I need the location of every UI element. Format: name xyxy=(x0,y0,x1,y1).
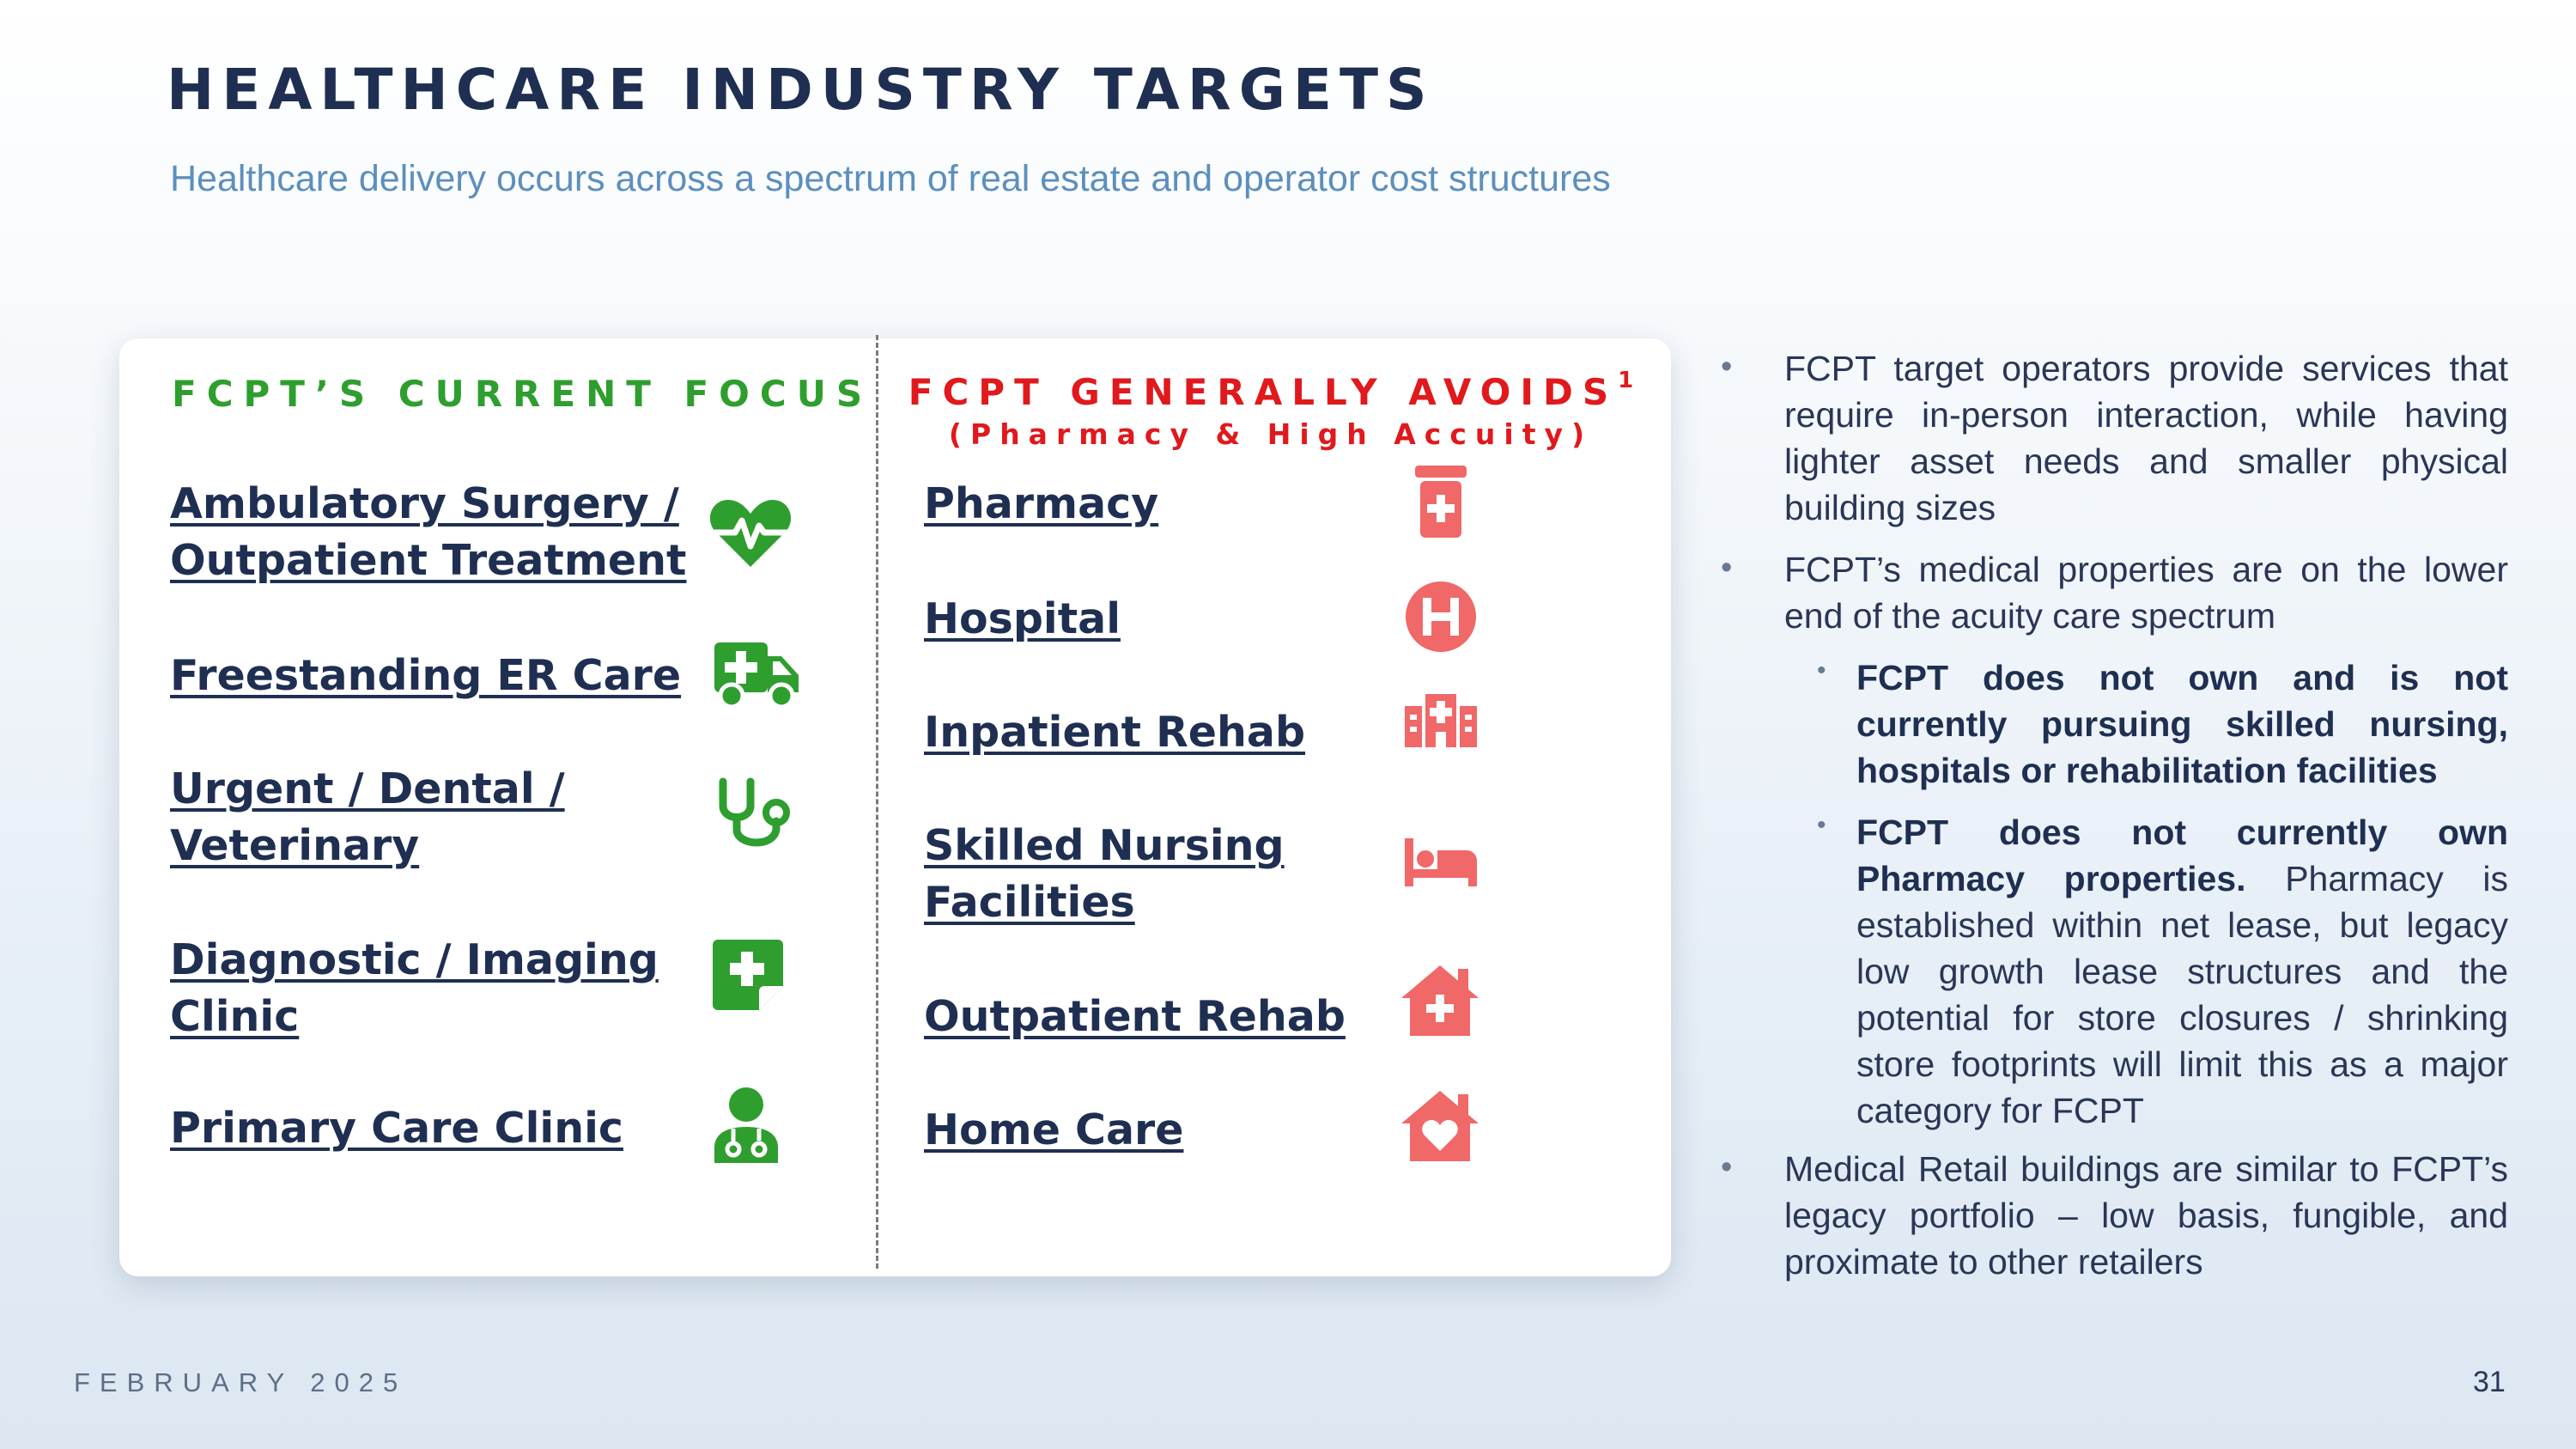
bullet-marker: • xyxy=(1721,550,1733,586)
stethoscope-icon xyxy=(716,776,793,854)
avoid-item-outpatient-rehab[interactable]: Outpatient Rehab xyxy=(924,992,1346,1041)
page-subtitle: Healthcare delivery occurs across a spec… xyxy=(170,158,1611,199)
sub-bullet-not-pursuing: FCPT does not own and is not currently p… xyxy=(1856,658,2508,790)
doctor-icon xyxy=(713,1087,780,1163)
sub-bullet-marker: • xyxy=(1817,811,1826,839)
avoid-item-inpatient-rehab[interactable]: Inpatient Rehab xyxy=(924,708,1306,757)
footer-date: FEBRUARY 2025 xyxy=(74,1367,408,1397)
avoid-item-pharmacy[interactable]: Pharmacy xyxy=(924,479,1159,528)
bed-icon xyxy=(1405,838,1477,886)
house-medical-icon xyxy=(1401,964,1479,1036)
page-title: HEALTHCARE INDUSTRY TARGETS xyxy=(167,57,1435,123)
ambulance-icon xyxy=(713,639,802,711)
prescription-bottle-icon xyxy=(1415,466,1467,538)
focus-item-ambulatory-surgery[interactable]: Ambulatory Surgery / Outpatient Treatmen… xyxy=(170,479,687,585)
bullet-medical-retail: Medical Retail buildings are similar to … xyxy=(1784,1149,2508,1282)
bullet-marker: • xyxy=(1721,1149,1733,1185)
house-heart-icon xyxy=(1401,1089,1479,1161)
page-number: 31 xyxy=(2473,1366,2506,1398)
footnote-marker: 1 xyxy=(1618,368,1634,393)
heart-pulse-icon xyxy=(709,496,792,569)
bullet-target-operators: FCPT target operators provide services t… xyxy=(1784,349,2508,527)
generally-avoids-heading: FCPT GENERALLY AVOIDS1 xyxy=(908,368,1634,413)
hospital-h-icon xyxy=(1405,581,1477,653)
sub-bullet-marker: • xyxy=(1817,656,1826,685)
bullet-medical-properties: FCPT’s medical properties are on the low… xyxy=(1784,550,2508,636)
bullet-marker: • xyxy=(1721,349,1733,385)
avoid-item-home-care[interactable]: Home Care xyxy=(924,1105,1184,1154)
medical-note-icon xyxy=(713,940,783,1010)
avoid-item-hospital[interactable]: Hospital xyxy=(924,594,1121,643)
sub-bullet-pharmacy: FCPT does not currently own Pharmacy pro… xyxy=(1856,813,2508,1130)
generally-avoids-subheading: (Pharmacy & High Accuity) xyxy=(948,417,1594,451)
focus-item-urgent-dental-vet[interactable]: Urgent / Dental / Veterinary xyxy=(170,764,565,870)
column-divider xyxy=(876,335,878,1269)
avoid-item-skilled-nursing[interactable]: Skilled Nursing Facilities xyxy=(924,821,1285,927)
current-focus-heading: FCPT’S CURRENT FOCUS xyxy=(172,373,873,415)
focus-item-diagnostic-imaging[interactable]: Diagnostic / Imaging Clinic xyxy=(170,935,659,1041)
focus-item-primary-care[interactable]: Primary Care Clinic xyxy=(170,1104,623,1153)
focus-item-freestanding-er[interactable]: Freestanding ER Care xyxy=(170,651,682,700)
hospital-building-icon xyxy=(1405,694,1477,747)
